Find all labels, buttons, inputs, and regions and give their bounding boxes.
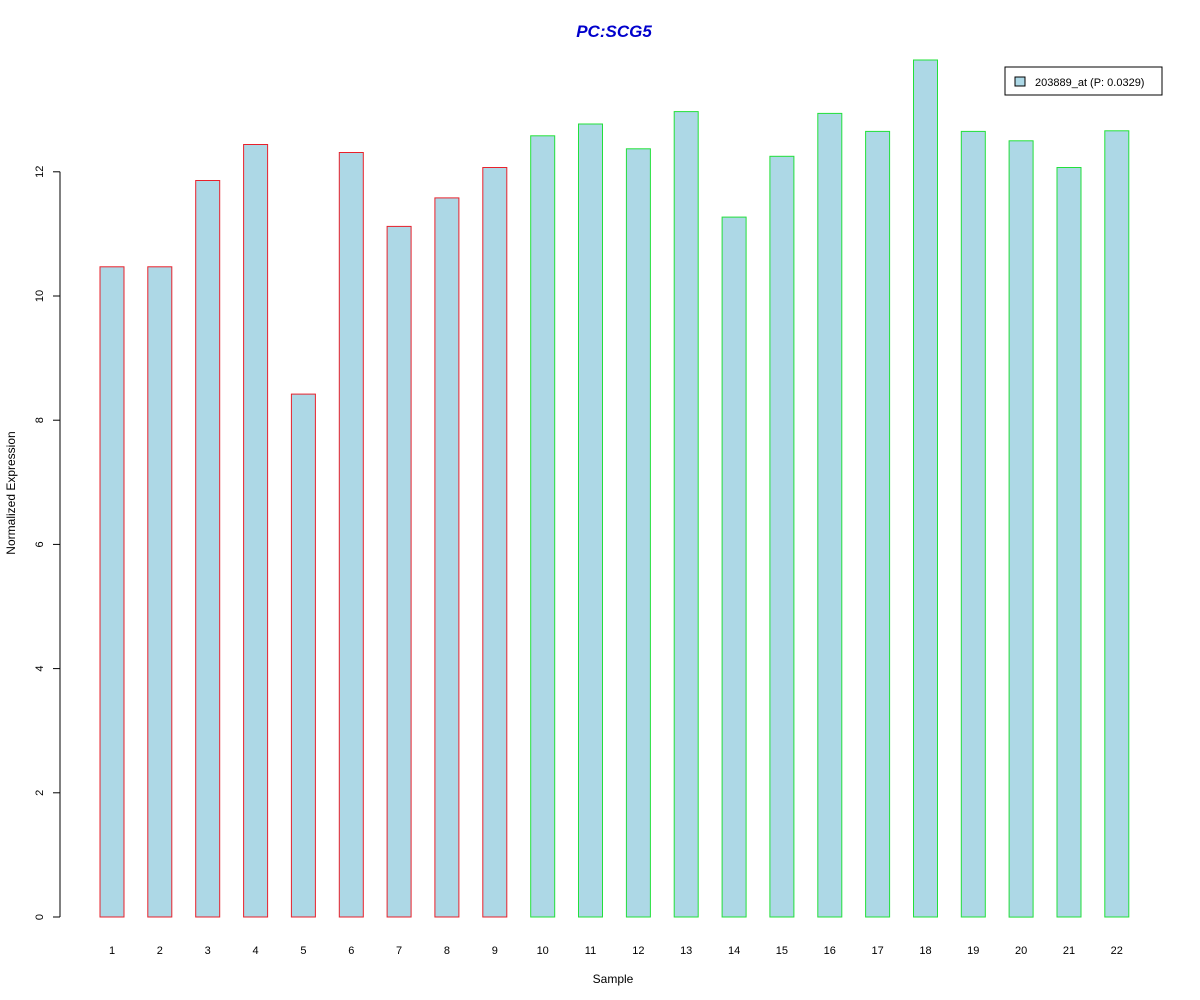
x-tick-label: 8 [444,945,450,957]
y-axis: 0 2 4 6 8 10 12 [34,166,61,920]
x-tick-label: 15 [776,945,788,957]
x-tick-label: 2 [157,945,163,957]
y-tick-label: 0 [34,914,46,920]
x-axis-label: Sample [593,972,634,986]
bar-sample-9 [482,167,508,918]
bar-sample-14 [721,216,747,918]
x-tick-label: 3 [205,945,211,957]
bar-sample-12 [625,148,651,918]
bar-sample-5 [290,393,316,918]
x-tick-label: 11 [585,945,596,957]
x-tick-label: 18 [919,945,931,957]
x-tick-label: 4 [253,945,259,957]
x-tick-label: 7 [396,945,402,957]
x-tick-label: 19 [967,945,979,957]
x-tick-label: 1 [109,945,115,957]
x-tick-label: 13 [680,945,692,957]
bars [99,59,1130,918]
legend-entry-label: 203889_at (P: 0.0329) [1035,77,1144,89]
bar-sample-19 [960,130,986,918]
y-tick-label: 4 [34,666,46,672]
y-tick-label: 6 [34,541,46,547]
y-tick-label: 12 [34,166,46,178]
bar-sample-4 [243,144,269,918]
bar-sample-20 [1008,140,1034,918]
bar-sample-21 [1056,167,1082,918]
bar-sample-13 [673,111,699,918]
y-tick-label: 10 [34,290,46,302]
bar-sample-11 [578,123,603,918]
y-tick-label: 8 [34,417,46,423]
legend: 203889_at (P: 0.0329) [1004,66,1163,96]
x-tick-label: 5 [300,945,306,957]
bar-sample-3 [195,180,221,918]
x-tick-label: 22 [1111,945,1123,957]
bar-sample-17 [865,130,891,918]
x-tick-label: 20 [1015,945,1027,957]
bar-sample-6 [338,152,364,918]
x-tick-label: 14 [728,945,740,957]
x-axis-tick-labels: 1 2 3 4 5 6 7 8 9 10 11 12 13 14 15 16 17 18 19 20 21 22 [109,945,1123,957]
x-tick-label: 17 [871,945,883,957]
x-tick-label: 10 [537,945,549,957]
bar-sample-10 [530,135,556,918]
bar-sample-16 [817,112,843,918]
legend-box [1004,66,1163,96]
x-tick-label: 6 [348,945,354,957]
bar-sample-18 [913,59,938,918]
legend-swatch [1014,76,1026,87]
y-tick-label: 2 [34,790,46,796]
x-tick-label: 21 [1063,945,1075,957]
bar-sample-22 [1104,130,1130,918]
bar-sample-2 [147,266,173,918]
bar-sample-7 [386,225,412,918]
bar-sample-1 [99,266,125,918]
y-axis-label: Normalized Expression [4,431,18,554]
x-tick-label: 16 [824,945,836,957]
x-tick-label: 12 [632,945,644,957]
x-tick-label: 9 [492,945,498,957]
bar-sample-8 [434,197,460,918]
bar-sample-15 [769,155,795,918]
chart-title: PC:SCG5 [576,22,652,41]
